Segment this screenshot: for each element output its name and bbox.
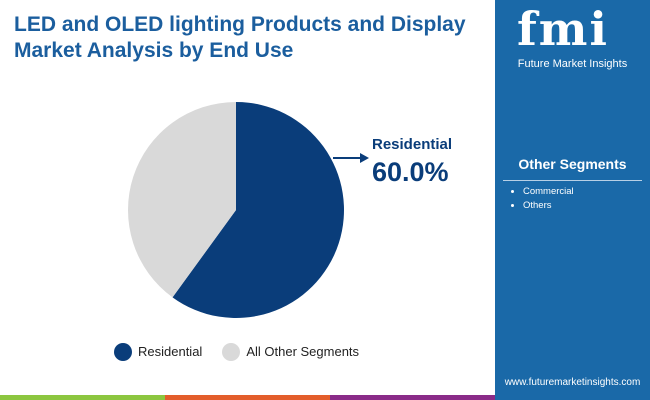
footer-bar-orange bbox=[165, 395, 330, 400]
other-segments-title: Other Segments bbox=[518, 156, 627, 172]
legend-label-other: All Other Segments bbox=[246, 344, 360, 359]
legend-swatch-other bbox=[222, 343, 241, 361]
arrow-head-icon bbox=[360, 153, 369, 163]
website-url: www.futuremarketinsights.com bbox=[504, 377, 641, 388]
fmi-logo: fmi bbox=[517, 2, 609, 56]
pie-slice-residential bbox=[172, 102, 344, 318]
chart-title: LED and OLED lighting Products and Displ… bbox=[14, 13, 466, 62]
segment-item: Commercial bbox=[523, 185, 574, 199]
pie-slice-all-other-segments bbox=[127, 102, 236, 298]
legend-swatch-residential bbox=[114, 343, 132, 361]
brand-name: Future Market Insights bbox=[517, 58, 628, 70]
footer-bar-green bbox=[0, 395, 165, 400]
divider bbox=[503, 180, 642, 181]
legend-label-residential: Residential bbox=[138, 344, 203, 359]
sidebar: fmi Future Market Insights Other Segment… bbox=[495, 0, 650, 400]
annotation-label: Residential bbox=[372, 136, 453, 153]
pie-chart bbox=[127, 102, 369, 318]
segment-item: Others bbox=[523, 199, 574, 213]
legend: Residential All Other Segments bbox=[114, 343, 359, 361]
annotation-value: 60.0% bbox=[372, 157, 449, 187]
segment-list: Commercial Others bbox=[509, 185, 574, 213]
footer-bar-purple bbox=[330, 395, 495, 400]
